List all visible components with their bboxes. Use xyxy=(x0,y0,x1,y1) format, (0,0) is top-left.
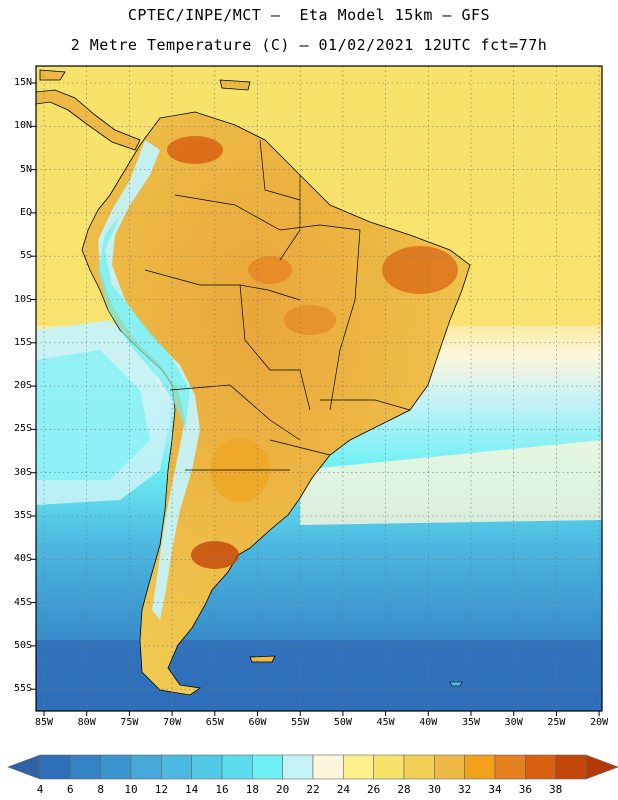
lat-label: 5N xyxy=(19,163,32,175)
colorbar-label: 22 xyxy=(306,783,320,796)
lon-label: 65W xyxy=(205,717,224,728)
colorbar-swatch xyxy=(494,754,526,780)
lon-label: 20W xyxy=(590,717,609,728)
andes-cold-ridge xyxy=(98,140,200,620)
colorbar-label: 26 xyxy=(367,783,381,796)
hot-spot-central xyxy=(284,305,336,335)
andes-coldest xyxy=(98,215,190,430)
lat-label: 35S xyxy=(13,510,32,521)
lat-label: 45S xyxy=(13,596,32,608)
colorbar-swatch xyxy=(252,754,283,780)
central-america xyxy=(36,89,141,151)
colorbar-label: 6 xyxy=(67,783,74,796)
colorbar-label: 16 xyxy=(215,783,229,796)
colorbar-swatch xyxy=(100,754,132,780)
colorbar-low-arrow xyxy=(7,754,41,780)
colorbar-swatch xyxy=(373,754,405,780)
colorbar-label: 18 xyxy=(245,783,259,796)
lon-label: 25W xyxy=(547,717,566,728)
colorbar-swatch xyxy=(70,754,101,780)
lon-label: 45W xyxy=(376,717,395,728)
lon-label: 70W xyxy=(163,717,182,728)
map-canvas xyxy=(36,66,602,711)
hot-spot-patagonia xyxy=(191,541,239,569)
colorbar-label: 34 xyxy=(488,783,502,796)
falkland-islands xyxy=(249,655,276,663)
colorbar-label: 36 xyxy=(518,783,532,796)
lat-label: 30S xyxy=(13,466,32,478)
colorbar-label: 28 xyxy=(397,783,411,796)
lat-label: 15S xyxy=(13,336,32,348)
colorbar-swatch xyxy=(130,754,162,780)
colorbar-swatch xyxy=(221,754,253,780)
lat-label: 55S xyxy=(13,683,32,695)
lat-label: EQ xyxy=(19,206,32,218)
map-subtitle: 2 Metre Temperature (C) – 01/02/2021 12U… xyxy=(70,36,548,54)
colorbar-swatch xyxy=(555,754,587,780)
colorbar-label: 12 xyxy=(154,783,168,796)
colorbar xyxy=(7,754,618,780)
colorbar-swatch xyxy=(161,754,192,780)
colorbar-swatch xyxy=(464,754,496,780)
colorbar-high-arrow xyxy=(585,754,618,780)
hot-spot-northeast xyxy=(382,246,458,294)
south-america-land xyxy=(81,111,471,696)
country-borders xyxy=(144,139,411,471)
colorbar-swatch xyxy=(434,754,465,780)
lon-label: 35W xyxy=(461,717,481,728)
lon-label: 75W xyxy=(120,717,139,728)
map-frame xyxy=(35,65,603,712)
colorbar-label: 30 xyxy=(427,783,441,796)
colorbar-swatch xyxy=(525,754,556,780)
colorbar-label: 14 xyxy=(185,783,199,796)
colorbar-label: 32 xyxy=(458,783,472,796)
lat-label: 5S xyxy=(19,250,32,262)
colorbar-label: 10 xyxy=(124,783,138,796)
colorbar-label: 8 xyxy=(97,783,104,796)
colorbar-swatch xyxy=(39,754,71,780)
lat-label: 10S xyxy=(13,293,32,305)
lat-label: 25S xyxy=(13,423,32,435)
atlantic-mild-band xyxy=(300,440,602,525)
colorbar-swatch xyxy=(282,754,314,780)
lat-label: 10N xyxy=(13,120,32,132)
pacific-cold-core xyxy=(36,350,150,480)
colorbar-label: 4 xyxy=(36,783,44,796)
lat-label: 20S xyxy=(13,380,32,392)
lon-label: 80W xyxy=(77,717,96,728)
lon-label: 50W xyxy=(333,717,352,728)
colorbar-swatch xyxy=(343,754,374,780)
colorbar-swatch xyxy=(191,754,223,780)
colorbar-swatch xyxy=(312,754,344,780)
lat-label: 15N xyxy=(13,77,32,88)
southern-ocean xyxy=(36,640,602,711)
hot-spot-amazon xyxy=(248,256,292,284)
lon-label: 85W xyxy=(34,717,54,728)
colorbar-swatch xyxy=(403,754,435,780)
axis-ticks xyxy=(31,82,600,716)
hispaniola-island xyxy=(219,79,251,91)
lon-label: 55W xyxy=(291,717,310,728)
lon-label: 30W xyxy=(504,717,523,728)
south-georgia-island xyxy=(449,681,463,687)
colorbar-label: 20 xyxy=(276,783,290,796)
colorbar-label: 38 xyxy=(549,783,563,796)
colorbar-label: 24 xyxy=(336,783,350,796)
hot-spot-llanos xyxy=(167,136,223,164)
lon-label: 60W xyxy=(248,717,267,728)
map-title: CPTEC/INPE/MCT – Eta Model 15km – GFS xyxy=(127,6,491,24)
lat-label: 50S xyxy=(13,639,32,651)
lat-label: 40S xyxy=(13,553,32,565)
lon-label: 40W xyxy=(419,717,438,728)
cuba-island xyxy=(39,69,66,81)
